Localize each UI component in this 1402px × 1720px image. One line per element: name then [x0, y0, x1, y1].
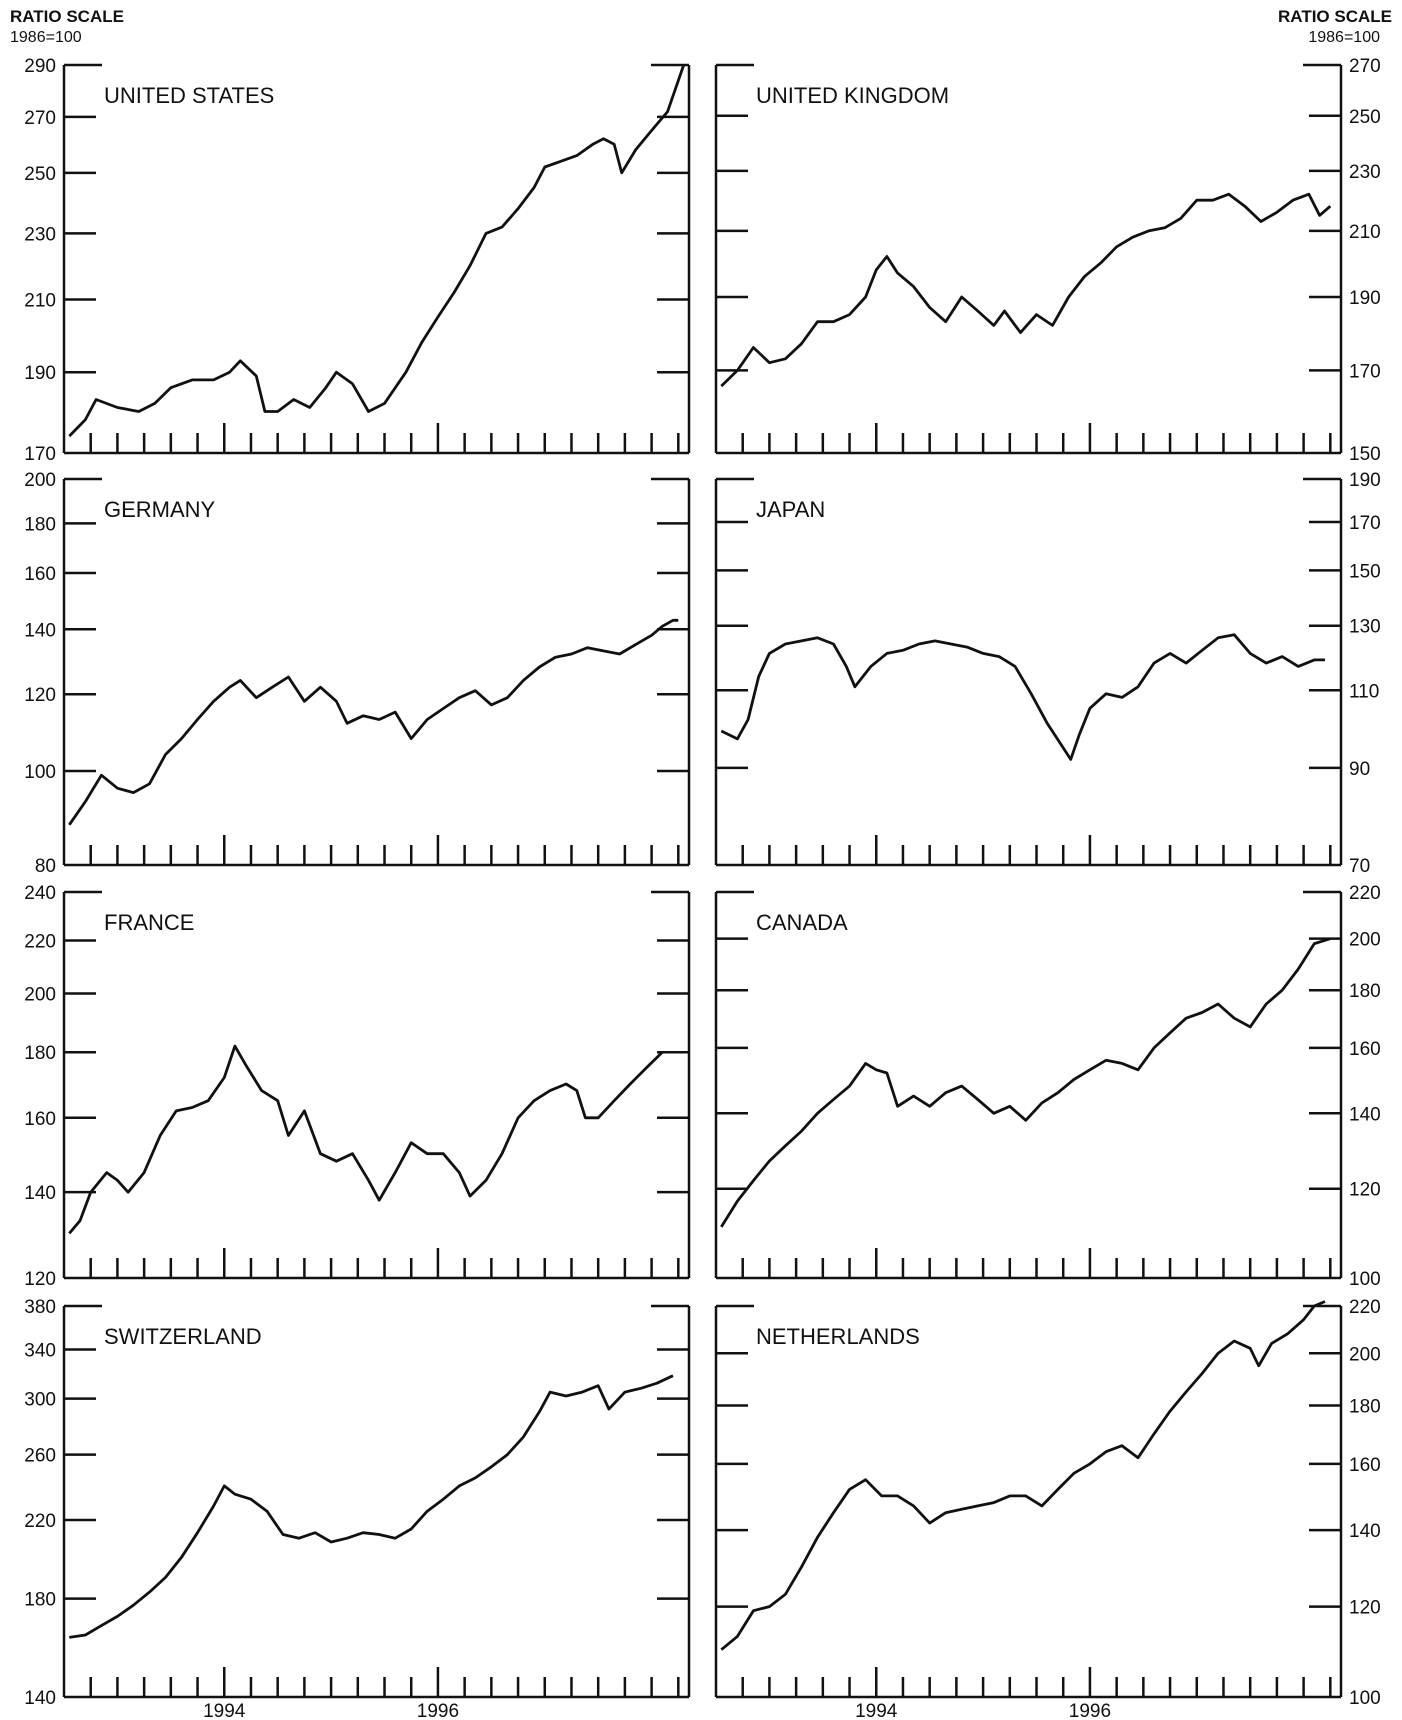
panels-group: 170 190 210 230 250 270 290 UNITED STATES 150 170…	[24, 56, 1380, 1720]
y-tick-label-netherlands: 160	[1349, 1455, 1381, 1476]
y-tick-label-united-states: 270	[24, 108, 56, 129]
panel-united-kingdom: 150 170 190 210 230 250 270 UNITED KINGDOM	[714, 56, 1381, 465]
panel-title-united-states: UNITED STATES	[104, 83, 274, 108]
y-tick-label-united-kingdom: 250	[1349, 107, 1381, 128]
y-tick-label-united-states: 230	[24, 224, 56, 245]
right-base-label: 1986=100	[1308, 29, 1380, 46]
y-tick-label-canada: 120	[1349, 1180, 1381, 1201]
y-tick-label-japan: 110	[1349, 681, 1379, 702]
y-tick-label-japan: 70	[1349, 856, 1370, 877]
y-tick-label-united-kingdom: 150	[1349, 444, 1381, 465]
y-tick-label-japan: 150	[1349, 561, 1381, 582]
left-base-label: 1986=100	[10, 29, 82, 46]
y-tick-label-united-kingdom: 230	[1349, 162, 1381, 183]
panel-japan: 70 90 110 130 150 170 190 JAPAN	[714, 470, 1381, 877]
series-line-germany	[68, 618, 679, 826]
y-tick-label-france: 120	[24, 1269, 56, 1290]
y-tick-label-france: 240	[24, 883, 56, 904]
series-line-united-kingdom	[720, 192, 1332, 388]
series-line-france	[68, 1044, 664, 1235]
y-tick-label-netherlands: 200	[1349, 1344, 1381, 1365]
y-tick-label-canada: 200	[1349, 930, 1381, 951]
panel-title-switzerland: SWITZERLAND	[104, 1324, 262, 1349]
y-tick-label-united-kingdom: 190	[1349, 288, 1381, 309]
left-ratio-scale-label: RATIO SCALE	[10, 7, 124, 26]
y-tick-label-united-states: 290	[24, 56, 56, 77]
y-tick-label-france: 140	[24, 1183, 56, 1204]
panel-title-united-kingdom: UNITED KINGDOM	[756, 83, 949, 108]
right-ratio-scale-label: RATIO SCALE	[1278, 7, 1392, 26]
y-tick-label-france: 180	[24, 1043, 56, 1064]
panel-switzerland: 140 180 220 260 300 340 380 SWITZERLAND 1994 1996	[24, 1297, 691, 1720]
panel-france: 120 140 160 180 200 220 240 FRANCE	[24, 883, 691, 1290]
y-tick-label-france: 220	[24, 931, 56, 952]
y-tick-label-switzerland: 140	[24, 1688, 56, 1709]
y-tick-label-switzerland: 180	[24, 1590, 56, 1611]
y-tick-label-canada: 100	[1349, 1269, 1381, 1290]
y-tick-label-france: 200	[24, 985, 56, 1006]
panel-united-states: 170 190 210 230 250 270 290 UNITED STATES	[24, 56, 691, 465]
y-tick-label-japan: 190	[1349, 470, 1381, 491]
y-tick-label-germany: 140	[24, 620, 56, 641]
y-tick-label-switzerland: 220	[24, 1511, 56, 1532]
panel-title-germany: GERMANY	[104, 497, 216, 522]
y-tick-label-united-kingdom: 170	[1349, 361, 1381, 382]
x-year-label-1994: 1994	[203, 1701, 246, 1720]
y-tick-label-netherlands: 180	[1349, 1397, 1381, 1418]
y-tick-label-germany: 100	[24, 762, 56, 783]
y-tick-label-netherlands: 140	[1349, 1521, 1381, 1542]
panel-title-japan: JAPAN	[756, 497, 825, 522]
y-tick-label-japan: 170	[1349, 513, 1381, 534]
y-tick-label-germany: 120	[24, 685, 56, 706]
x-year-label-1996: 1996	[1069, 1701, 1111, 1720]
y-tick-label-switzerland: 300	[24, 1390, 56, 1411]
y-tick-label-canada: 140	[1349, 1104, 1381, 1125]
y-tick-label-netherlands: 220	[1349, 1297, 1381, 1318]
y-tick-label-united-states: 170	[24, 444, 56, 465]
y-tick-label-united-kingdom: 210	[1349, 222, 1381, 243]
y-tick-label-switzerland: 340	[24, 1341, 56, 1362]
panel-title-canada: CANADA	[756, 910, 848, 935]
x-year-label-1996: 1996	[417, 1701, 459, 1720]
y-tick-label-canada: 160	[1349, 1039, 1381, 1060]
x-year-label-1994: 1994	[855, 1701, 898, 1720]
y-tick-label-germany: 80	[35, 856, 56, 877]
y-tick-label-japan: 130	[1349, 617, 1381, 638]
y-tick-label-united-states: 210	[24, 290, 56, 311]
y-tick-label-united-states: 250	[24, 164, 56, 185]
y-tick-label-netherlands: 120	[1349, 1598, 1381, 1619]
y-tick-label-canada: 220	[1349, 883, 1381, 904]
y-tick-label-germany: 200	[24, 470, 56, 491]
y-tick-label-germany: 160	[24, 564, 56, 585]
y-tick-label-france: 160	[24, 1109, 56, 1130]
series-line-netherlands	[720, 1300, 1326, 1651]
panel-title-netherlands: NETHERLANDS	[756, 1324, 920, 1349]
panel-title-france: FRANCE	[104, 910, 194, 935]
y-tick-label-united-states: 190	[24, 363, 56, 384]
y-tick-label-japan: 90	[1349, 759, 1370, 780]
y-tick-label-netherlands: 100	[1349, 1688, 1381, 1709]
series-line-united-states	[68, 64, 686, 438]
y-tick-label-switzerland: 260	[24, 1446, 56, 1467]
series-line-canada	[720, 937, 1331, 1228]
y-tick-label-united-kingdom: 270	[1349, 56, 1381, 77]
series-line-japan	[720, 633, 1325, 761]
y-tick-label-germany: 180	[24, 514, 56, 535]
series-line-switzerland	[69, 1374, 674, 1639]
panel-netherlands: 100 120 140 160 180 200 220 NETHERLANDS 1994 1996	[714, 1297, 1381, 1720]
y-tick-label-switzerland: 380	[24, 1297, 56, 1318]
y-tick-label-canada: 180	[1349, 981, 1381, 1002]
panel-canada: 100 120 140 160 180 200 220 CANADA	[714, 883, 1381, 1290]
panel-germany: 80 100 120 140 160 180 200 GERMANY	[24, 470, 691, 877]
